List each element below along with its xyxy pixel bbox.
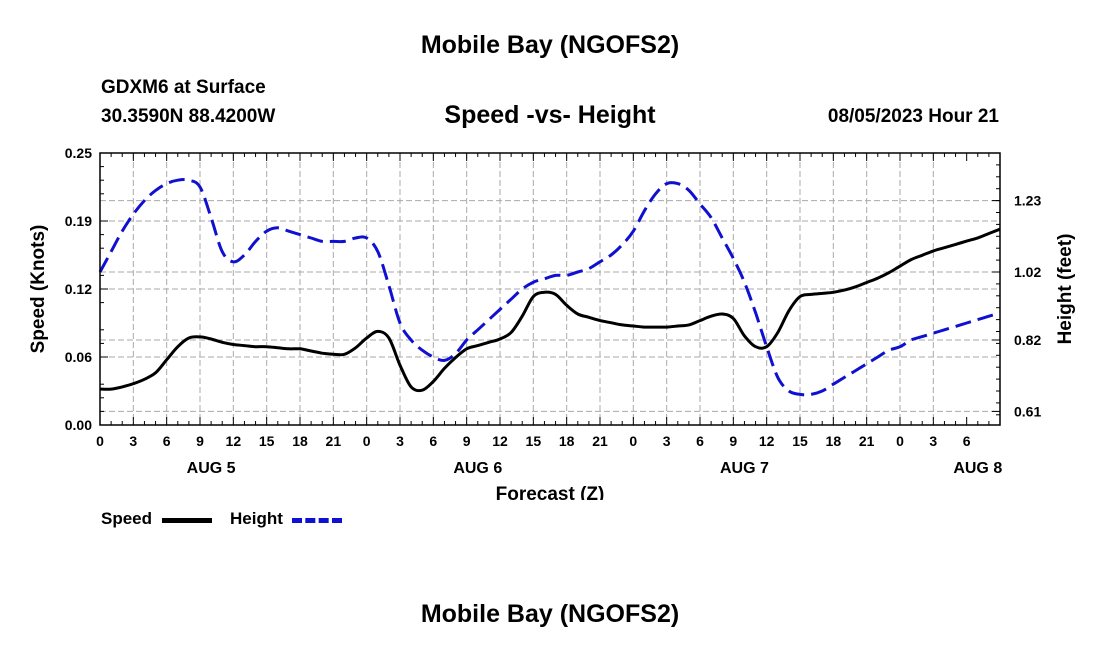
x-tick-label: 15 bbox=[526, 433, 542, 449]
y2-tick-label: 1.02 bbox=[1014, 264, 1041, 280]
main-title: Mobile Bay (NGOFS2) bbox=[420, 31, 680, 59]
day-label: AUG 6 bbox=[453, 460, 502, 477]
legend-speed-line bbox=[162, 518, 212, 523]
forecast-datetime: 08/05/2023 Hour 21 bbox=[827, 106, 999, 127]
x-tick-label: 6 bbox=[163, 433, 171, 449]
y-tick-label: 0.12 bbox=[65, 281, 92, 297]
x-tick-label: 21 bbox=[326, 433, 342, 449]
x-tick-label: 6 bbox=[429, 433, 437, 449]
x-tick-label: 15 bbox=[792, 433, 808, 449]
grid bbox=[100, 153, 1000, 425]
x-axis-title: Forecast (Z) bbox=[496, 484, 605, 500]
day-label: AUG 7 bbox=[720, 460, 769, 477]
axes bbox=[99, 152, 1001, 426]
legend-speed-label: Speed bbox=[101, 509, 153, 528]
y-tick-label: 0.06 bbox=[65, 349, 92, 365]
plot-frame bbox=[99, 152, 1001, 426]
station-label: GDXM6 at Surface bbox=[101, 77, 266, 98]
x-tick-label: 18 bbox=[292, 433, 308, 449]
x-tick-label: 9 bbox=[729, 433, 737, 449]
legend-height-line bbox=[292, 518, 342, 523]
x-tick-label: 0 bbox=[363, 433, 371, 449]
x-tick-label: 0 bbox=[896, 433, 904, 449]
x-tick-label: 3 bbox=[129, 433, 137, 449]
x-tick-label: 6 bbox=[963, 433, 971, 449]
x-tick-label: 0 bbox=[629, 433, 637, 449]
x-tick-label: 9 bbox=[463, 433, 471, 449]
series-layer bbox=[98, 178, 1001, 397]
x-tick-label: 12 bbox=[492, 433, 508, 449]
y-axis-title: Speed (Knots) bbox=[28, 225, 49, 354]
x-tick-label: 12 bbox=[759, 433, 775, 449]
y2-tick-label: 0.61 bbox=[1014, 403, 1041, 419]
axis-labels: 0 3 6 9 12 15 18 21 0 3 6 9 12 15 18 21 0 3 6 9 12 15 18 21 0 3 6 0… bbox=[28, 145, 1076, 500]
x-tick-label: 3 bbox=[929, 433, 937, 449]
legend-height-label: Height bbox=[230, 509, 283, 528]
speed-series-line bbox=[99, 227, 1001, 393]
y2-tick-label: 1.23 bbox=[1014, 193, 1041, 209]
x-tick-label: 12 bbox=[226, 433, 242, 449]
x-tick-label: 0 bbox=[96, 433, 104, 449]
x-tick-label: 3 bbox=[663, 433, 671, 449]
y2-tick-label: 0.82 bbox=[1014, 332, 1041, 348]
x-tick-label: 9 bbox=[196, 433, 204, 449]
x-tick-label: 18 bbox=[826, 433, 842, 449]
y-tick-label: 0.00 bbox=[65, 417, 92, 433]
x-tick-label: 15 bbox=[259, 433, 275, 449]
x-tick-label: 21 bbox=[859, 433, 875, 449]
y2-axis-title: Height (feet) bbox=[1055, 234, 1076, 345]
day-label: AUG 5 bbox=[187, 460, 236, 477]
y-tick-label: 0.25 bbox=[65, 145, 92, 161]
x-tick-label: 3 bbox=[396, 433, 404, 449]
footer-title: Mobile Bay (NGOFS2) bbox=[420, 600, 680, 628]
y-tick-label: 0.19 bbox=[65, 213, 92, 229]
day-label: AUG 8 bbox=[953, 460, 1002, 477]
chart-subtitle: Speed -vs- Height bbox=[444, 101, 656, 129]
station-coords: 30.3590N 88.4200W bbox=[101, 106, 276, 127]
speed-height-chart: 0 3 6 9 12 15 18 21 0 3 6 9 12 15 18 21 0 3 6 9 12 15 18 21 0 3 6 0… bbox=[28, 145, 1076, 500]
x-tick-label: 6 bbox=[696, 433, 704, 449]
x-tick-label: 21 bbox=[592, 433, 608, 449]
x-tick-label: 18 bbox=[559, 433, 575, 449]
height-series-line bbox=[98, 178, 1001, 397]
